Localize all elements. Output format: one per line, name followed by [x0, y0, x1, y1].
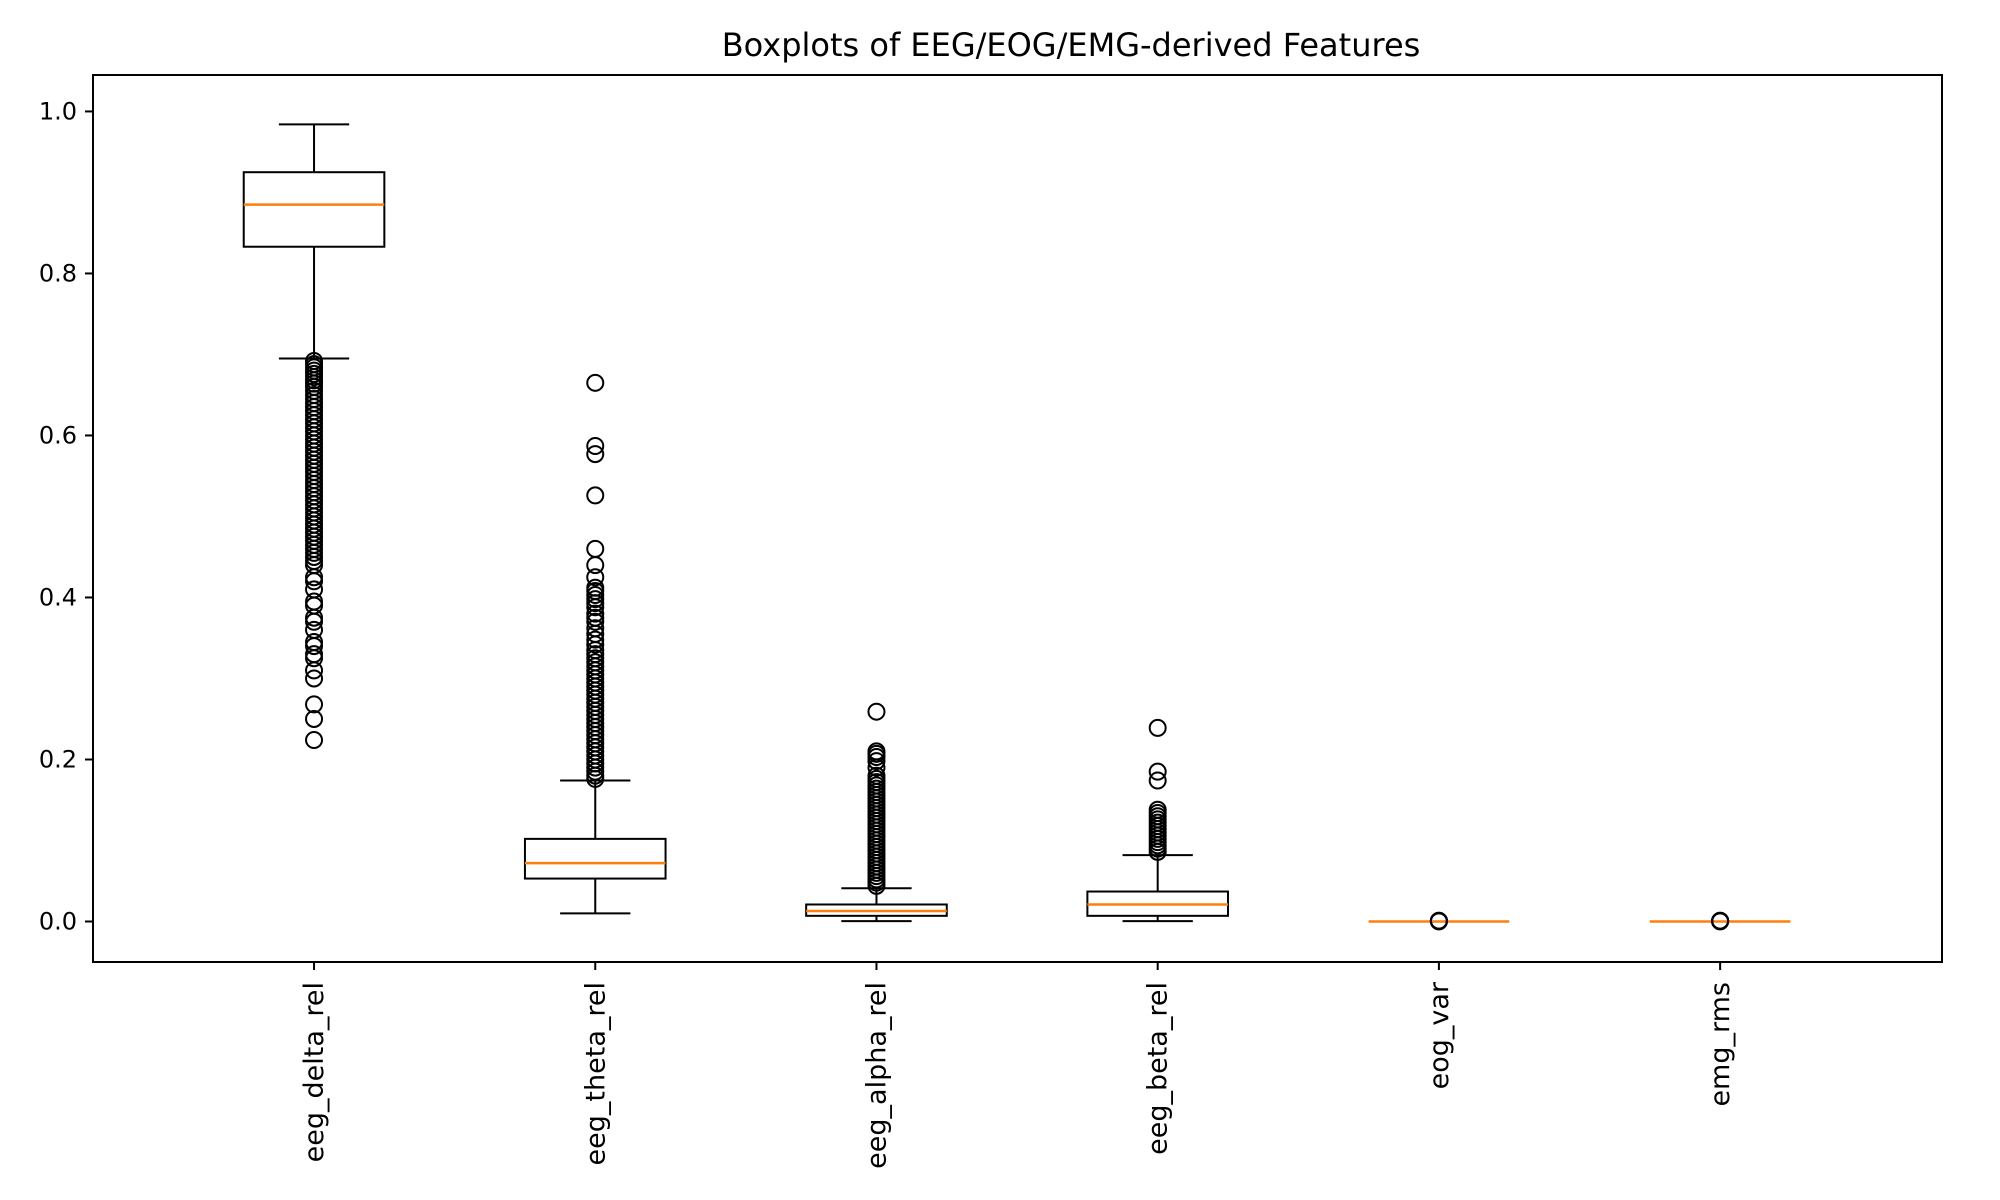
flier-point [586, 373, 605, 392]
flier-point [1148, 762, 1167, 781]
flier-point [586, 568, 605, 587]
box-group-eeg_delta_rel [242, 123, 386, 750]
plot-frame [92, 74, 1943, 963]
flier-point [867, 752, 886, 771]
flier-point [1711, 911, 1730, 930]
flier-point [305, 669, 324, 688]
flier-point [586, 437, 605, 456]
flier-point [305, 661, 324, 680]
x-tick-label: eeg_theta_rel [580, 982, 611, 1165]
y-tick-label: 1.0 [39, 97, 77, 125]
flier-point [586, 612, 605, 631]
flier-point [305, 709, 324, 728]
flier-point [305, 649, 324, 668]
box-group-eeg_alpha_rel [805, 702, 948, 923]
flier-point [1429, 911, 1448, 930]
y-tick-label: 0.4 [39, 583, 77, 611]
flier-point [1148, 842, 1167, 861]
flier-point [305, 592, 324, 611]
y-tick-label: 0.2 [39, 745, 77, 773]
boxes-layer [242, 123, 1791, 931]
flier-point [305, 637, 324, 656]
flier-point [1148, 718, 1167, 737]
flier-point [305, 695, 324, 714]
flier-point [586, 556, 605, 575]
flier-point [867, 758, 886, 777]
box-group-eog_var [1368, 911, 1510, 931]
x-tick-label: eeg_beta_rel [1143, 982, 1174, 1155]
flier-point [867, 876, 886, 895]
y-tick-label: 0.6 [39, 421, 77, 449]
x-tick-label: eog_var [1424, 981, 1455, 1089]
flier-point [586, 486, 605, 505]
x-axis: eeg_delta_rel eeg_theta_rel eeg_alpha_rel e… [299, 962, 1736, 1169]
flier-point [867, 702, 886, 721]
box-group-eeg_theta_rel [523, 373, 667, 915]
flier-point [586, 539, 605, 558]
box-iqr [523, 837, 667, 880]
x-tick-label: emg_rms [1705, 982, 1736, 1107]
chart-title: Boxplots of EEG/EOG/EMG-derived Features [722, 26, 1421, 64]
y-axis: 0.0 0.2 0.4 0.6 0.8 1.0 [39, 97, 93, 935]
box-iqr [242, 171, 386, 248]
box-group-eeg_beta_rel [1086, 718, 1229, 923]
box-group-emg_rms [1649, 911, 1791, 931]
flier-point [305, 612, 324, 631]
x-tick-label: eeg_alpha_rel [861, 982, 892, 1169]
flier-point [586, 769, 605, 788]
flier-point [586, 598, 605, 617]
flier-point [586, 635, 605, 654]
y-tick-label: 0.8 [39, 259, 77, 287]
flier-point [305, 731, 324, 750]
x-tick-label: eeg_delta_rel [299, 982, 330, 1162]
y-tick-label: 0.0 [39, 907, 77, 935]
flier-point [305, 572, 324, 591]
flier-point [586, 630, 605, 649]
flier-point [586, 445, 605, 464]
flier-point [1148, 771, 1167, 790]
